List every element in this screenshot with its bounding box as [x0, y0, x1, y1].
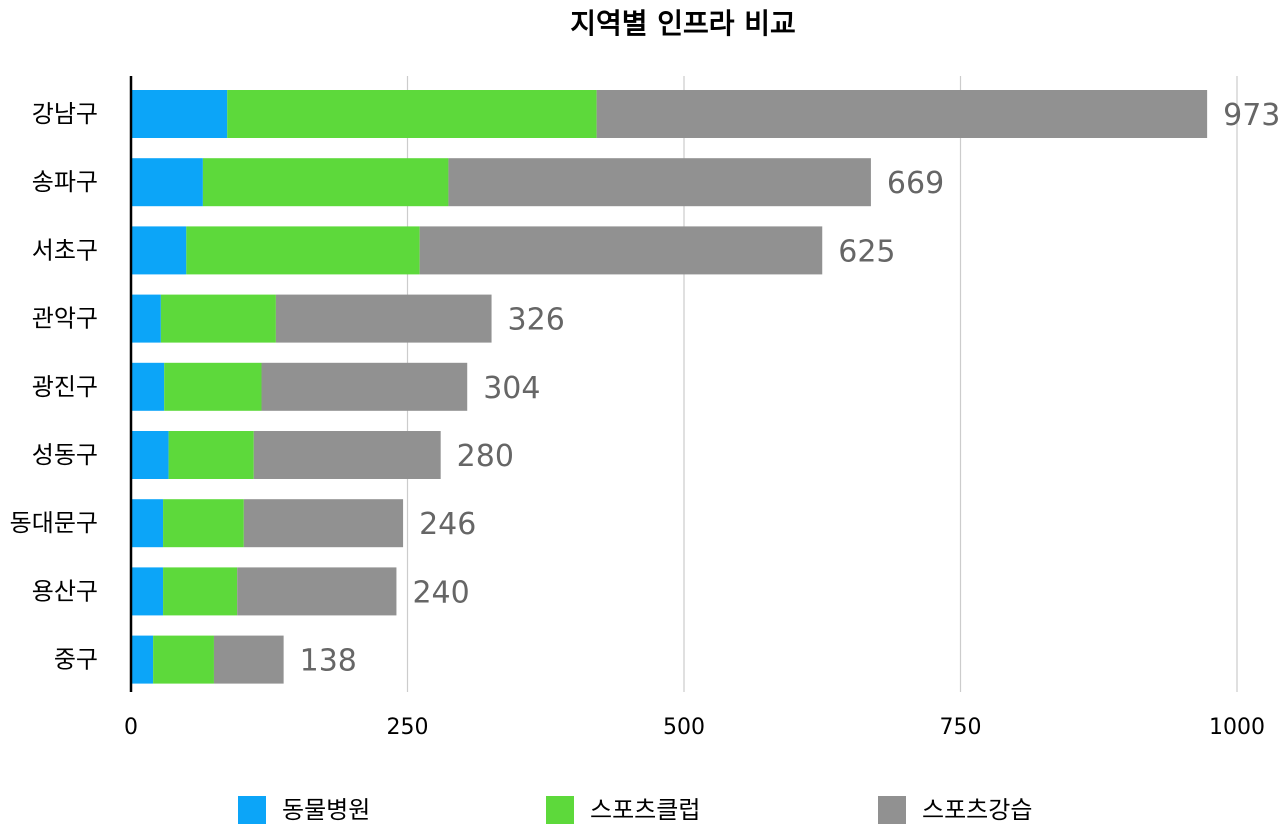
legend-swatch	[238, 796, 266, 824]
legend-label: 스포츠클럽	[590, 796, 700, 824]
bar-segment-1	[131, 431, 169, 479]
x-tick-label: 500	[663, 715, 705, 740]
bar-total-label: 240	[412, 575, 469, 610]
bar-segment-1	[131, 90, 228, 138]
bar-segment-2	[202, 158, 449, 207]
bar-segment-2	[168, 431, 254, 479]
x-tick-label: 750	[940, 715, 982, 740]
bar-total-label: 973	[1223, 98, 1280, 133]
legend-item: 동물병원	[238, 796, 370, 824]
x-tick-label: 1000	[1209, 715, 1265, 740]
bar-total-label: 246	[419, 507, 476, 542]
bar-segment-2	[186, 226, 420, 275]
bar-segment-2	[153, 635, 214, 684]
legend-label: 동물병원	[282, 796, 370, 824]
legend-label: 스포츠강습	[922, 796, 1032, 824]
legend-swatch	[878, 796, 906, 824]
category-label: 관악구	[32, 305, 98, 333]
legend: 동물병원 스포츠클럽 스포츠강습	[238, 796, 1032, 824]
bar-segment-3	[253, 431, 441, 479]
legend-item: 스포츠클럽	[546, 796, 700, 824]
category-label: 광진구	[32, 373, 98, 401]
x-tick-label: 0	[124, 715, 138, 740]
category-label: 동대문구	[10, 509, 98, 537]
category-label: 용산구	[32, 577, 98, 605]
category-label: 송파구	[32, 168, 98, 196]
x-tick-label: 250	[387, 715, 429, 740]
bar-segment-3	[448, 158, 871, 207]
bar-segment-2	[227, 90, 597, 138]
axes: 0 250 500 750 1000 강남구송파구서초구관악구광진구성동구동대문구용산구중…	[10, 76, 1265, 740]
bar-segment-1	[131, 567, 164, 616]
category-label: 중구	[54, 646, 98, 674]
bar-segment-2	[160, 294, 276, 343]
bar-total-label: 625	[838, 234, 895, 269]
bar-segment-3	[419, 226, 823, 275]
bar-total-label: 138	[300, 644, 357, 679]
bar-segment-3	[213, 635, 284, 684]
bars-group: 973 669 625 326 304 280 246 240 138	[131, 90, 1280, 684]
legend-swatch	[546, 796, 574, 824]
bar-total-label: 669	[887, 166, 944, 201]
bar-segment-3	[261, 362, 468, 411]
bar-segment-2	[164, 362, 262, 411]
category-label: 강남구	[32, 100, 98, 128]
bar-segment-3	[596, 90, 1208, 138]
bar-segment-1	[131, 499, 164, 548]
bar-segment-3	[237, 567, 397, 616]
bar-segment-1	[131, 226, 187, 275]
bar-segment-1	[131, 635, 154, 684]
legend-item: 스포츠강습	[878, 796, 1032, 824]
bar-segment-2	[163, 499, 244, 548]
bar-segment-1	[131, 362, 165, 411]
bar-segment-1	[131, 158, 203, 207]
bar-total-label: 326	[508, 303, 565, 338]
bar-total-label: 280	[457, 439, 514, 474]
bar-segment-3	[275, 294, 492, 343]
bar-total-label: 304	[483, 371, 540, 406]
bar-segment-2	[163, 567, 238, 616]
category-label: 서초구	[32, 236, 98, 264]
chart-title: 지역별 인프라 비교	[570, 7, 796, 40]
bar-segment-3	[243, 499, 404, 548]
category-label: 성동구	[32, 441, 98, 469]
bar-segment-1	[131, 294, 161, 343]
